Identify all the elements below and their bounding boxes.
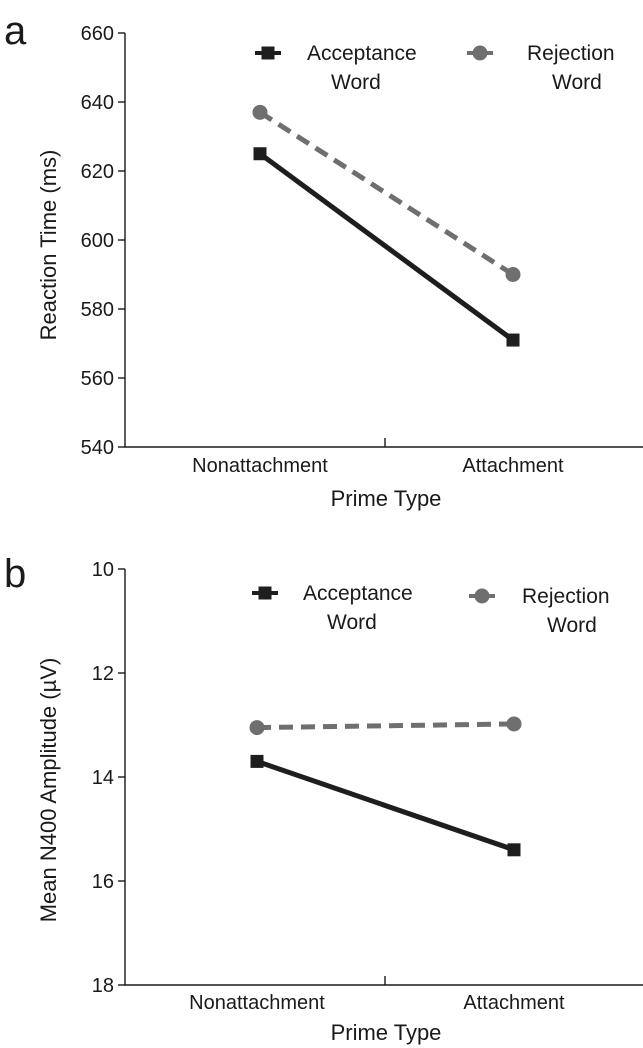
legend-label-rejection: Rejection: [522, 585, 610, 608]
x-axis-title-a: Prime Type: [331, 486, 442, 511]
legend-marker-acceptance: [258, 586, 272, 600]
y-axis-title-b: Mean N400 Amplitude (µV): [36, 658, 61, 923]
rejection-data-point: [252, 104, 268, 120]
legend-label-rejection: Word: [547, 614, 597, 637]
y-tick-label: 18: [92, 975, 114, 997]
legend-item-acceptance: Acceptance Word: [255, 42, 417, 94]
acceptance-data-point: [507, 843, 521, 857]
rejection-data-point: [505, 267, 521, 282]
legend-label-acceptance: Word: [327, 611, 377, 634]
chart-panel-a: a Reaction Time (ms) Prime Type 540 560 58…: [4, 9, 643, 511]
y-tick-label: 580: [81, 299, 114, 321]
legend-label-rejection: Rejection: [527, 42, 615, 65]
legend-a: Acceptance Word Rejection Word: [255, 42, 615, 94]
legend-item-acceptance: Acceptance Word: [252, 582, 413, 634]
legend-label-acceptance: Acceptance: [307, 42, 417, 65]
y-tick-label: 620: [81, 161, 114, 183]
chart-panel-b: b Mean N400 Amplitude (µV) Prime Type 10…: [4, 552, 643, 1045]
acceptance-data-point: [250, 754, 264, 768]
legend-marker-acceptance: [261, 46, 275, 60]
legend-b: Acceptance Word Rejection Word: [252, 582, 610, 637]
x-tick-label: Nonattachment: [192, 455, 328, 477]
legend-item-rejection: Rejection Word: [467, 42, 615, 94]
legend-marker-rejection: [474, 588, 490, 604]
y-tick-label: 14: [92, 767, 114, 789]
panel-letter-a: a: [4, 9, 27, 53]
legend-marker-rejection: [472, 45, 488, 61]
rejection-data-point: [249, 720, 265, 736]
acceptance-series-line: [256, 759, 515, 853]
x-tick-label: Attachment: [463, 992, 565, 1014]
acceptance-data-point: [506, 333, 520, 347]
y-tick-label: 660: [81, 23, 114, 45]
legend-label-acceptance: Acceptance: [303, 582, 413, 605]
y-tick-label: 540: [81, 437, 114, 459]
rejection-data-point: [506, 716, 522, 732]
axes-frame-a: [124, 33, 643, 448]
y-tick-label: 600: [81, 230, 114, 252]
series-markers-b: [249, 716, 522, 857]
panel-letter-b: b: [4, 552, 26, 596]
x-tick-label: Attachment: [462, 455, 564, 477]
y-tick-label: 16: [92, 871, 114, 893]
legend-label-acceptance: Word: [331, 71, 381, 94]
acceptance-data-point: [253, 147, 267, 161]
rejection-series-line: [256, 721, 515, 731]
y-tick-label: 560: [81, 368, 114, 390]
y-axis-title-a: Reaction Time (ms): [36, 150, 61, 341]
x-tick-label: Nonattachment: [189, 992, 325, 1014]
y-ticks-b: 10 12 14 16 18: [92, 559, 125, 997]
axes-frame-b: [124, 569, 643, 986]
legend-label-rejection: Word: [552, 71, 602, 94]
x-axis-title-b: Prime Type: [331, 1020, 442, 1045]
acceptance-series-line: [258, 151, 515, 343]
legend-item-rejection: Rejection Word: [469, 585, 610, 637]
series-lines-b: [256, 721, 515, 853]
y-tick-label: 640: [81, 92, 114, 114]
series-lines-a: [258, 110, 515, 343]
y-tick-label: 12: [92, 663, 114, 685]
x-ticks-a: Nonattachment Attachment: [192, 455, 564, 477]
y-tick-label: 10: [92, 559, 114, 581]
series-markers-a: [252, 104, 521, 347]
y-ticks-a: 540 560 580 600 620 640 660: [81, 23, 125, 459]
x-ticks-b: Nonattachment Attachment: [189, 992, 565, 1014]
rejection-series-line: [258, 110, 515, 277]
